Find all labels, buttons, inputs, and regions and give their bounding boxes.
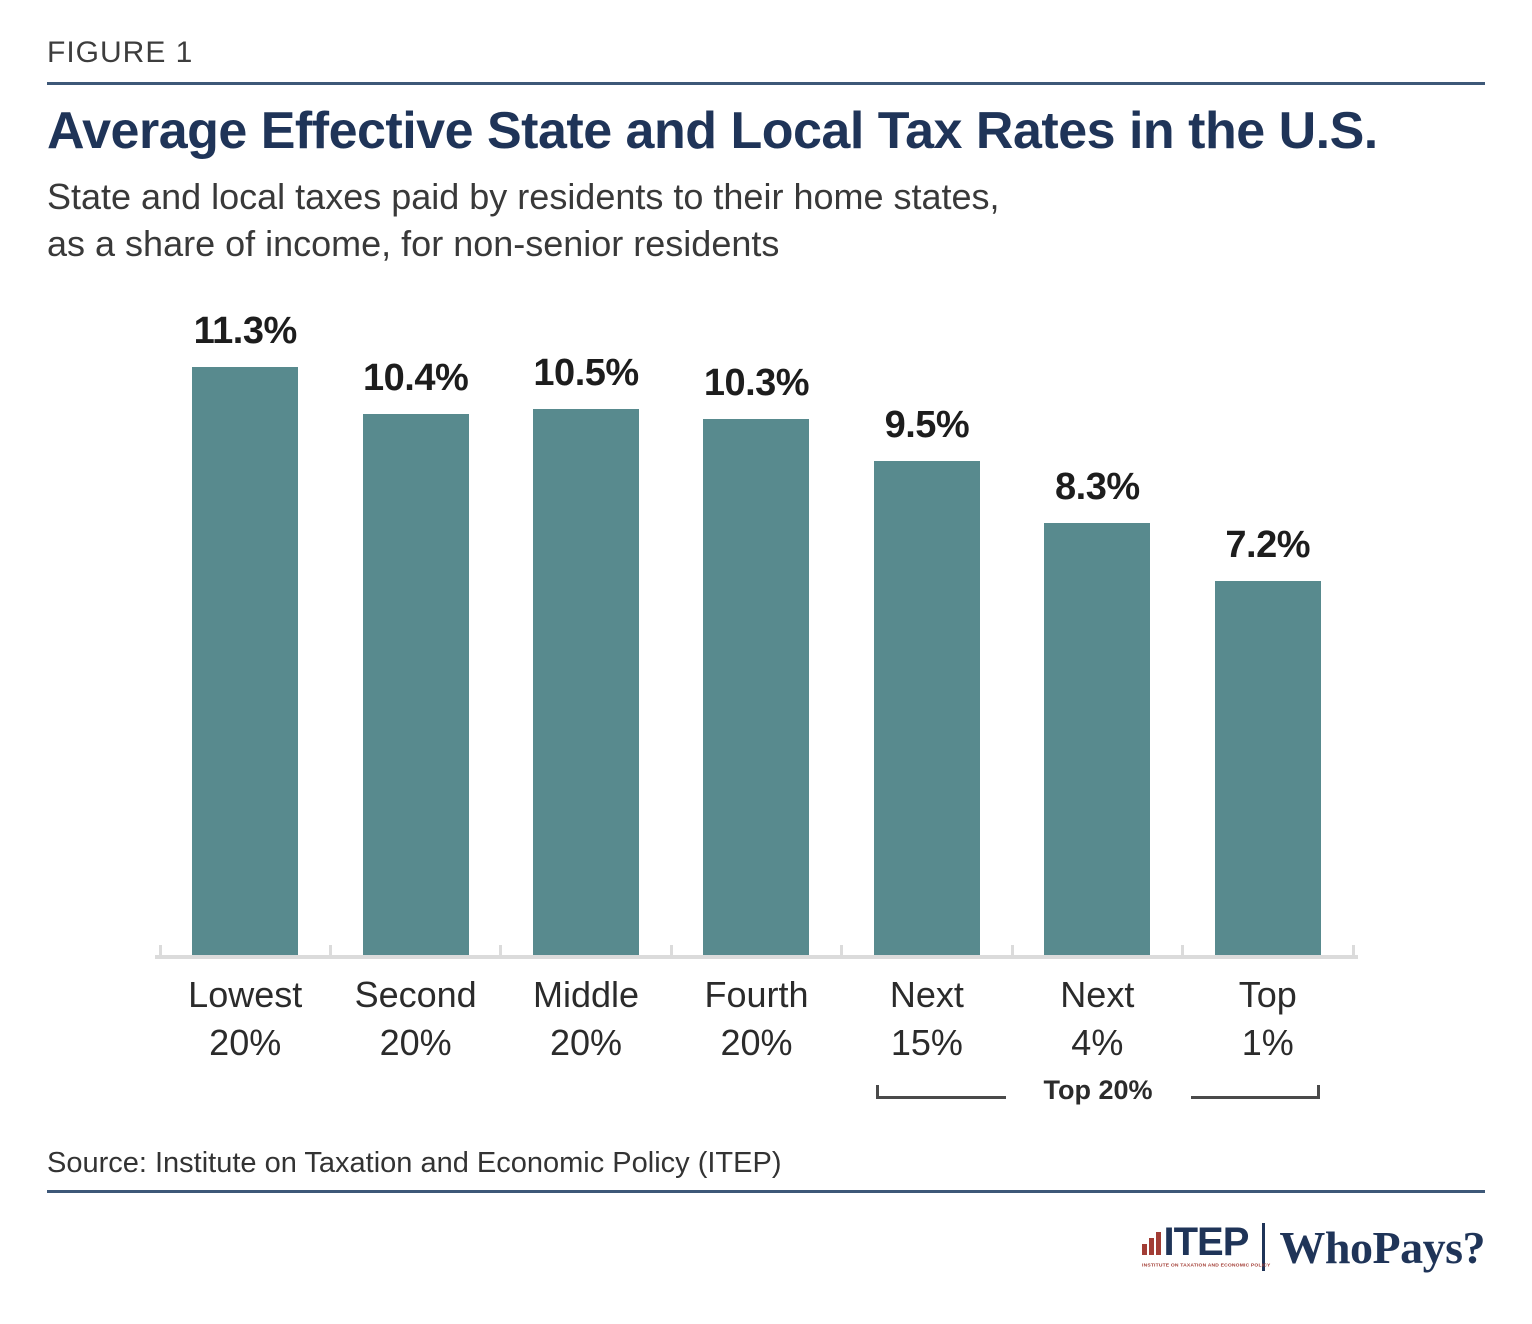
x-axis-category-label: Top 1%	[1238, 974, 1297, 1063]
x-axis-category-label: Next 15%	[889, 974, 964, 1063]
x-axis-category-label: Next 4%	[1060, 974, 1135, 1063]
bar-chart: 11.3% 10.4% 10.5% 10.3% 9.5% 8.3% 7.2% Lowest 2…	[155, 305, 1358, 1105]
bracket-right-segment	[1190, 1085, 1321, 1099]
figure-label: FIGURE 1	[47, 36, 194, 69]
whopays-logo-text: WhoPays?	[1279, 1221, 1485, 1273]
bar	[362, 414, 469, 955]
itep-logo-text: ITEP	[1163, 1219, 1250, 1264]
footer-rule	[47, 1190, 1485, 1193]
chart-subtitle-line1: State and local taxes paid by residents …	[47, 176, 1000, 217]
bar-value-label: 10.4%	[363, 357, 469, 400]
bar	[1044, 523, 1151, 955]
bar-value-label: 11.3%	[193, 310, 298, 353]
chart-plot-area: 11.3% 10.4% 10.5% 10.3% 9.5% 8.3% 7.2%	[160, 305, 1353, 955]
axis-tick	[1010, 945, 1014, 957]
itep-bar-chart-icon	[1141, 1231, 1161, 1259]
bar	[1214, 580, 1321, 955]
x-axis-category-label: Lowest 20%	[188, 974, 303, 1063]
itep-tagline-wrap: INSTITUTE ON TAXATION AND ECONOMIC POLIC…	[1141, 1261, 1271, 1270]
chart-column: 7.2%	[1183, 524, 1353, 955]
axis-tick	[1181, 945, 1185, 957]
x-axis-line	[155, 945, 1358, 959]
itep-logo: ITEP INSTITUTE ON TAXATION AND ECONOMIC …	[1141, 1219, 1271, 1270]
footer-logos: ITEP INSTITUTE ON TAXATION AND ECONOMIC …	[47, 1215, 1485, 1279]
chart-column: 9.5%	[842, 404, 1012, 955]
bar-value-label: 9.5%	[884, 404, 970, 446]
axis-tick	[1351, 945, 1355, 957]
axis-baseline	[155, 955, 1358, 959]
chart-subtitle: State and local taxes paid by residents …	[47, 173, 1485, 267]
axis-tick	[158, 945, 162, 957]
chart-column: 11.3%	[160, 310, 330, 955]
bar-value-label: 8.3%	[1055, 466, 1140, 509]
header-rule	[47, 82, 1485, 85]
axis-tick	[669, 945, 673, 957]
bar	[703, 419, 810, 955]
axis-tick	[840, 945, 844, 957]
chart-column: 10.5%	[501, 352, 671, 955]
itep-logo-top: ITEP	[1141, 1219, 1250, 1264]
chart-title: Average Effective State and Local Tax Ra…	[47, 102, 1378, 160]
bar	[873, 461, 980, 955]
chart-column: 10.4%	[330, 357, 500, 955]
x-axis-category-label: Fourth 20%	[704, 974, 809, 1063]
x-axis-labels: Lowest 20% Second 20% Middle 20% Fourth 20% Next…	[160, 971, 1353, 1067]
chart-subtitle-line2: as a share of income, for non-senior res…	[47, 223, 780, 264]
bracket-label: Top 20%	[1043, 1075, 1153, 1105]
footer-logo-divider	[1262, 1223, 1266, 1271]
itep-tagline: INSTITUTE ON TAXATION AND ECONOMIC POLIC…	[1141, 1261, 1271, 1268]
bar-value-label: 10.5%	[533, 352, 639, 394]
axis-tick	[328, 945, 332, 957]
top20-bracket: Top 20%	[876, 1075, 1321, 1105]
axis-tick	[499, 945, 503, 957]
source-note: Source: Institute on Taxation and Econom…	[47, 1147, 782, 1179]
bar-value-label: 10.3%	[703, 362, 810, 405]
bar	[533, 409, 640, 955]
bracket-left-segment	[876, 1085, 1006, 1099]
x-axis-category-label: Second 20%	[354, 974, 477, 1063]
x-axis-category-label: Middle 20%	[533, 974, 640, 1063]
chart-column: 10.3%	[671, 362, 841, 955]
figure-page: FIGURE 1 Average Effective State and Loc…	[47, 36, 1485, 1279]
bar-value-label: 7.2%	[1225, 523, 1311, 566]
bracket-row: Top 20%	[160, 1075, 1353, 1105]
bar	[192, 367, 299, 955]
chart-column: 8.3%	[1012, 466, 1182, 955]
